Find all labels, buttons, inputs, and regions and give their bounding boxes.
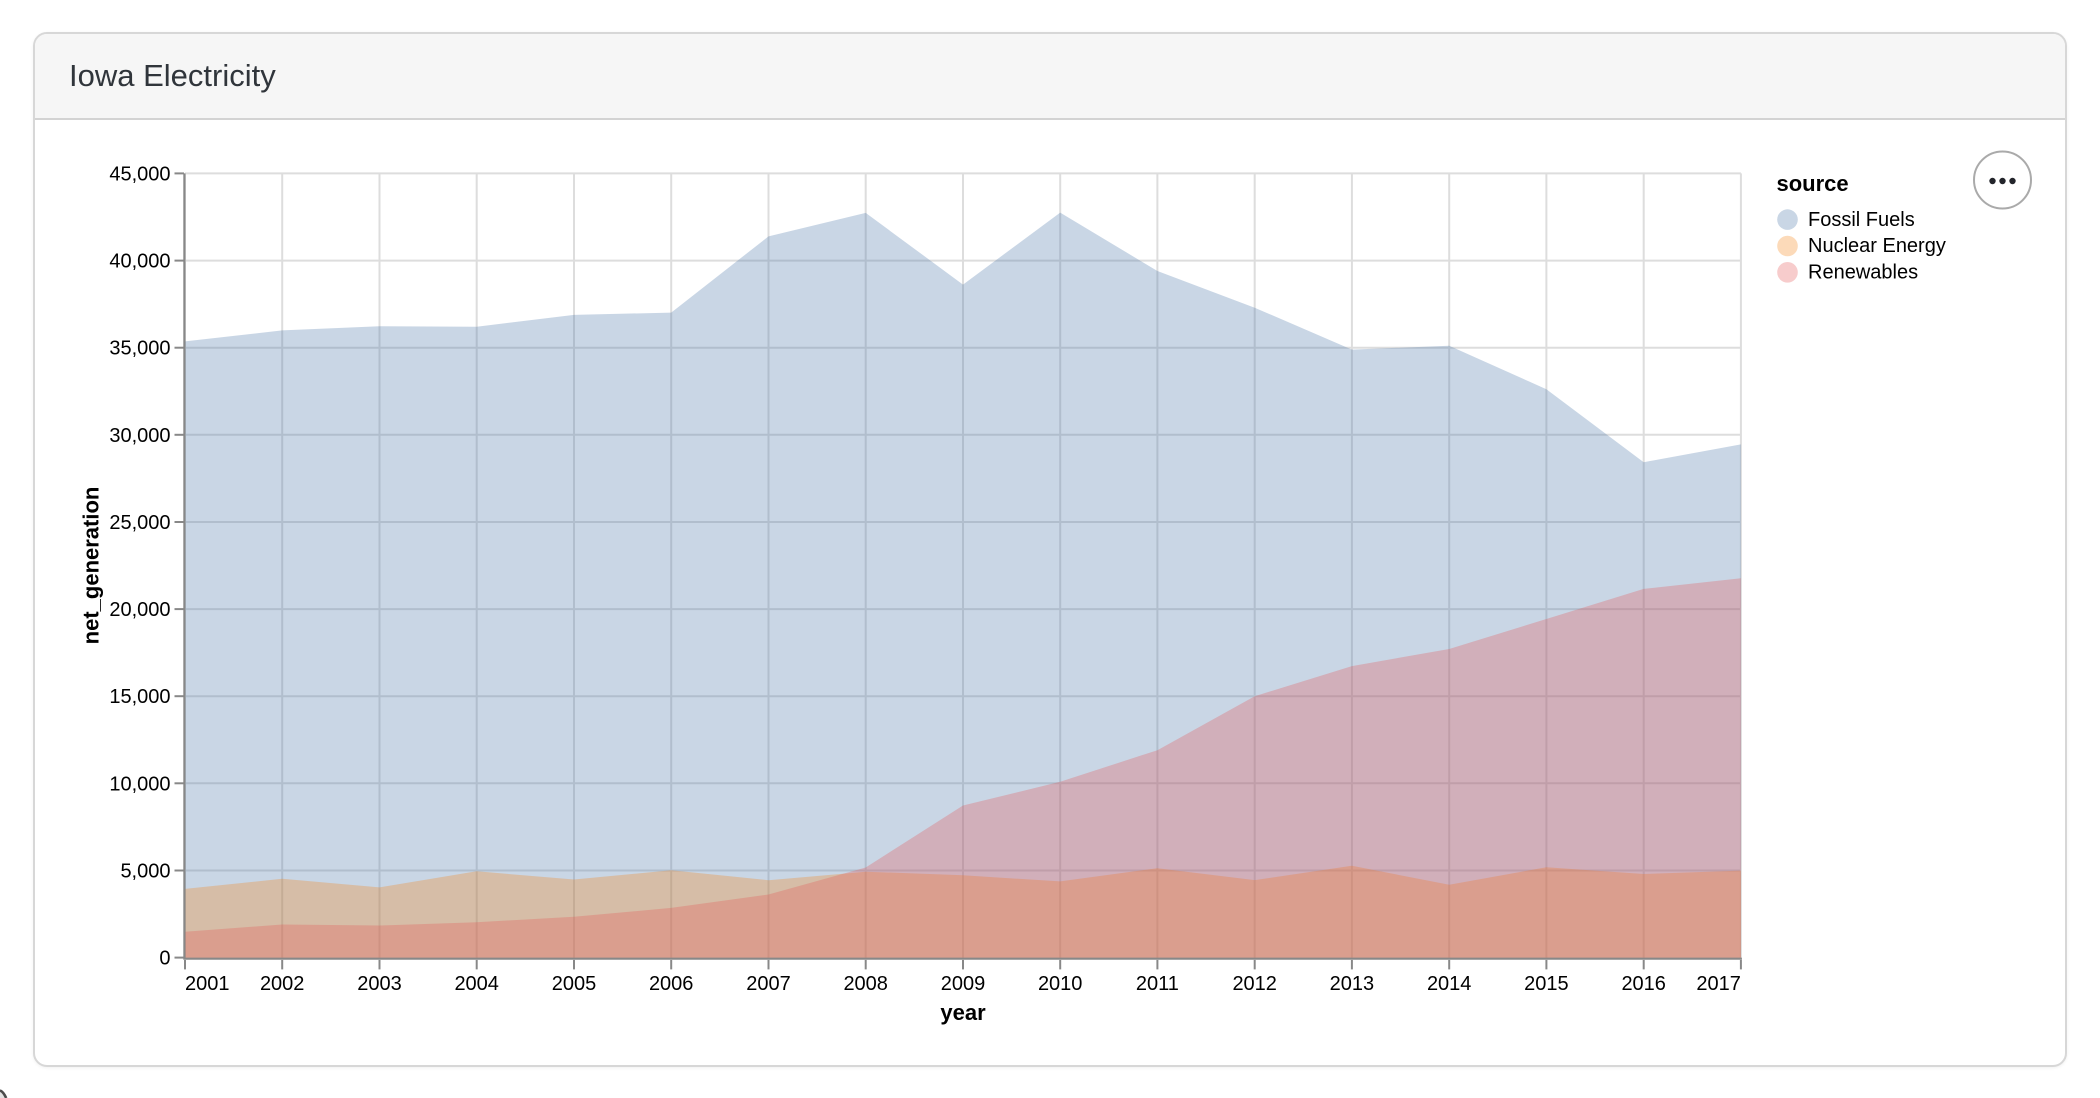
svg-text:source: source bbox=[1777, 171, 1849, 196]
svg-text:30,000: 30,000 bbox=[109, 425, 170, 447]
svg-text:Nuclear Energy: Nuclear Energy bbox=[1808, 235, 1946, 257]
svg-text:25,000: 25,000 bbox=[109, 512, 170, 534]
svg-text:2017: 2017 bbox=[1696, 973, 1741, 995]
svg-text:5,000: 5,000 bbox=[120, 861, 170, 883]
svg-text:2002: 2002 bbox=[260, 973, 305, 995]
svg-text:2007: 2007 bbox=[746, 973, 791, 995]
svg-text:2011: 2011 bbox=[1136, 973, 1179, 995]
svg-text:2001: 2001 bbox=[185, 973, 230, 995]
svg-text:0: 0 bbox=[159, 948, 170, 970]
svg-text:20,000: 20,000 bbox=[109, 599, 170, 621]
svg-text:2013: 2013 bbox=[1330, 973, 1375, 995]
svg-text:Renewables: Renewables bbox=[1808, 262, 1918, 284]
svg-text:2005: 2005 bbox=[552, 973, 597, 995]
svg-text:net_generation: net_generation bbox=[79, 487, 104, 645]
svg-text:2008: 2008 bbox=[843, 973, 888, 995]
svg-text:2003: 2003 bbox=[357, 973, 402, 995]
svg-text:2009: 2009 bbox=[941, 973, 986, 995]
svg-text:10,000: 10,000 bbox=[109, 773, 170, 795]
svg-text:40,000: 40,000 bbox=[109, 251, 170, 273]
svg-text:year: year bbox=[940, 1000, 986, 1025]
svg-text:2014: 2014 bbox=[1427, 973, 1472, 995]
svg-text:15,000: 15,000 bbox=[109, 686, 170, 708]
svg-text:45,000: 45,000 bbox=[109, 163, 170, 185]
svg-text:2004: 2004 bbox=[454, 973, 499, 995]
svg-text:2012: 2012 bbox=[1232, 973, 1277, 995]
svg-text:Fossil Fuels: Fossil Fuels bbox=[1808, 209, 1915, 231]
svg-text:35,000: 35,000 bbox=[109, 338, 170, 360]
svg-text:2016: 2016 bbox=[1621, 973, 1666, 995]
svg-text:2010: 2010 bbox=[1038, 973, 1083, 995]
svg-text:2015: 2015 bbox=[1524, 973, 1569, 995]
svg-text:2006: 2006 bbox=[649, 973, 694, 995]
